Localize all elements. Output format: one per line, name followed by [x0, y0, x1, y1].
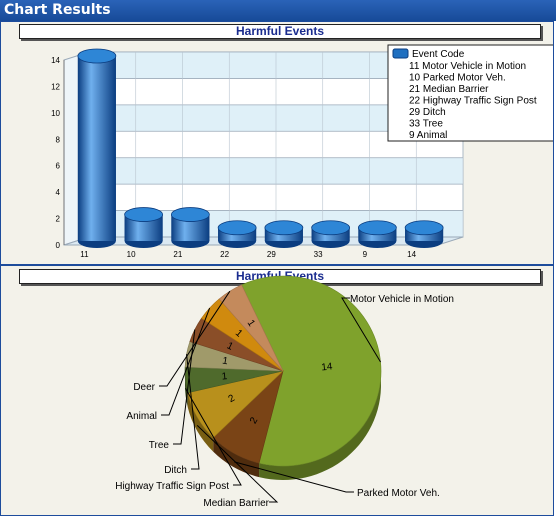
pie-slice-label: Highway Traffic Sign Post [115, 481, 229, 492]
bar-top [404, 220, 444, 236]
y-tick-label: 4 [56, 188, 61, 197]
y-tick-label: 10 [51, 109, 60, 118]
pie-leader-line [234, 461, 354, 493]
y-tick-label: 14 [51, 56, 60, 65]
bar [311, 220, 351, 248]
bar-top [77, 48, 117, 64]
bar-top [124, 207, 164, 222]
pie-value-label: 1 [233, 328, 245, 340]
pie-value-label: 14 [321, 361, 334, 373]
bar [357, 220, 397, 248]
bar-top [311, 220, 351, 236]
legend-box [387, 44, 553, 142]
legend-entry: 33 Tree [409, 119, 443, 130]
pie-leader-line [185, 388, 242, 486]
pie-slice-label: Tree [149, 440, 170, 451]
bar-top [264, 220, 304, 236]
x-tick-label: 14 [407, 250, 416, 259]
pie-value-label: 1 [221, 355, 229, 367]
y-tick-label: 2 [56, 215, 61, 224]
pie-leader-line [341, 297, 381, 363]
legend-title: Event Code [412, 49, 465, 60]
y-tick-label: 12 [51, 82, 60, 91]
y-tick-label: 6 [56, 162, 61, 171]
x-tick-label: 11 [80, 250, 89, 259]
bar [170, 207, 210, 248]
pie-value-label: 2 [227, 393, 238, 406]
pie-value-label: 2 [248, 415, 261, 426]
pie-slice-label: Motor Vehicle in Motion [350, 294, 454, 305]
bar-top [217, 220, 257, 236]
pie-slice-label: Median Barrier [203, 498, 269, 509]
bar [217, 220, 257, 248]
y-tick-label: 8 [56, 135, 61, 144]
pie-leader-line [196, 424, 279, 503]
bar-body-front [77, 56, 116, 241]
legend-entry: 10 Parked Motor Veh. [409, 73, 506, 84]
y-tick-label: 0 [56, 241, 61, 250]
x-tick-label: 22 [220, 250, 229, 259]
bar-chart-title: Harmful Events [19, 24, 541, 39]
bar-top [357, 220, 397, 236]
pie-leader-line [161, 307, 211, 416]
bar [404, 220, 444, 248]
bar [124, 207, 164, 248]
bar-chart-panel: Harmful Events 0 2 4 6 8 10 12 14 11 10 21 22 29 33 9 1… [0, 21, 554, 265]
pie-slice-label: Animal [126, 411, 157, 422]
x-tick-label: 9 [363, 250, 368, 259]
pie-leader-line [173, 329, 196, 445]
pie-value-label: 1 [221, 371, 228, 383]
bar [77, 48, 117, 248]
x-tick-label: 33 [314, 250, 323, 259]
pie-value-label: 1 [245, 318, 257, 329]
x-tick-label: 21 [173, 250, 182, 259]
pie-slice-label: Deer [133, 382, 155, 393]
bar [264, 220, 304, 248]
x-tick-label: 29 [267, 250, 276, 259]
legend-entry: 29 Ditch [409, 107, 446, 118]
pie-slice-label: Ditch [164, 465, 187, 476]
legend-entry: 22 Highway Traffic Sign Post [409, 96, 537, 107]
pie-leader-line [159, 290, 231, 387]
legend-entry: 9 Animal [409, 130, 447, 141]
plot-floor [63, 236, 464, 246]
bar-top [170, 207, 210, 222]
window-title: Chart Results [0, 0, 556, 21]
legend-entry: 11 Motor Vehicle in Motion [409, 61, 526, 72]
pie-value-label: 1 [225, 340, 235, 353]
legend-entry: 21 Median Barrier [409, 84, 489, 95]
pie-slice-label: Parked Motor Veh. [357, 488, 440, 499]
x-tick-label: 10 [127, 250, 136, 259]
legend-swatch [392, 48, 409, 59]
pie-chart-panel: Harmful Events 14 2 2 1 1 1 1 1 Motor Vehicle in… [0, 265, 554, 516]
pie-leader-line [186, 354, 200, 470]
